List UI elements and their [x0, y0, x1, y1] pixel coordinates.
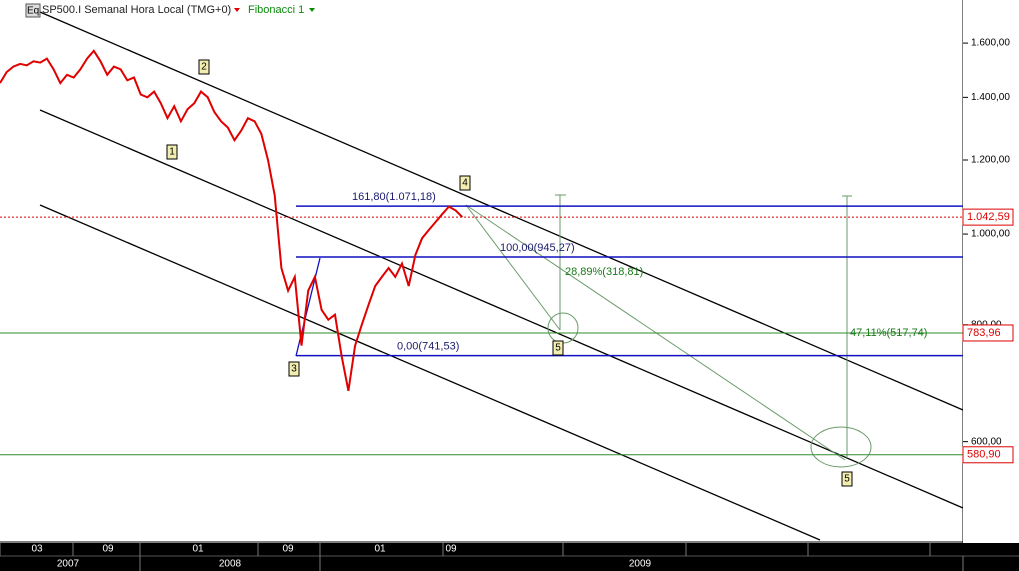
wave-label: 2 — [201, 62, 207, 73]
last-price-label: 1.042,59 — [967, 211, 1010, 223]
icon-label: Eq — [27, 6, 39, 17]
y-tick-label: 600,00 — [971, 436, 1002, 447]
symbol-icon — [25, 3, 41, 18]
month-label: 01 — [374, 544, 386, 555]
month-label: 09 — [445, 544, 457, 555]
chart-title[interactable]: SP500.I Semanal Hora Local (TMG+0) — [42, 4, 231, 16]
year-label: 2008 — [219, 559, 242, 570]
y-tick-label: 1.000,00 — [971, 229, 1010, 240]
level-box — [962, 446, 1014, 464]
month-label: 09 — [102, 544, 114, 555]
wave-label: 1 — [169, 147, 175, 158]
wave-label: 5 — [844, 474, 850, 485]
y-tick-label: 1.600,00 — [971, 38, 1010, 49]
wave-label: 4 — [462, 178, 468, 189]
projection-arrows — [465, 194, 872, 468]
plot-background — [0, 0, 1019, 543]
dropdown-arrow[interactable] — [309, 8, 315, 12]
wave-box — [459, 175, 471, 191]
wave-box — [552, 340, 564, 356]
dropdown-arrow[interactable] — [234, 8, 240, 12]
year-label: 2007 — [57, 559, 80, 570]
month-label: 09 — [282, 544, 294, 555]
level-label: 783,96 — [967, 327, 1001, 339]
channel-line — [39, 204, 821, 541]
wave-box — [288, 361, 300, 377]
projection-label: 28,89%(318,81) — [565, 266, 643, 278]
indicator-label[interactable]: Fibonacci 1 — [248, 4, 304, 16]
price-line — [0, 49, 464, 391]
channel-line — [39, 11, 964, 411]
y-tick-label: 1.200,00 — [971, 155, 1010, 166]
wave-box — [198, 59, 210, 75]
year-label: 2009 — [629, 559, 652, 570]
wave-box — [166, 144, 178, 160]
fib-label: 161,80(1.071,18) — [352, 191, 436, 203]
time-axis-background — [0, 543, 1019, 571]
channel-line — [39, 109, 964, 509]
level-box — [962, 324, 1014, 342]
wave-label: 5 — [555, 343, 561, 354]
fib-label: 0,00(741,53) — [397, 340, 459, 352]
projection-label: 47,11%(517,74) — [850, 327, 927, 339]
wave-label: 3 — [291, 364, 297, 375]
month-label: 03 — [31, 544, 43, 555]
y-tick-label: 1.400,00 — [971, 92, 1010, 103]
fib-label: 100,00(945,27) — [500, 242, 575, 254]
last-price-box — [962, 208, 1014, 226]
month-label: 01 — [192, 544, 204, 555]
level-label: 580,90 — [967, 449, 1001, 461]
wave-box — [841, 471, 853, 487]
